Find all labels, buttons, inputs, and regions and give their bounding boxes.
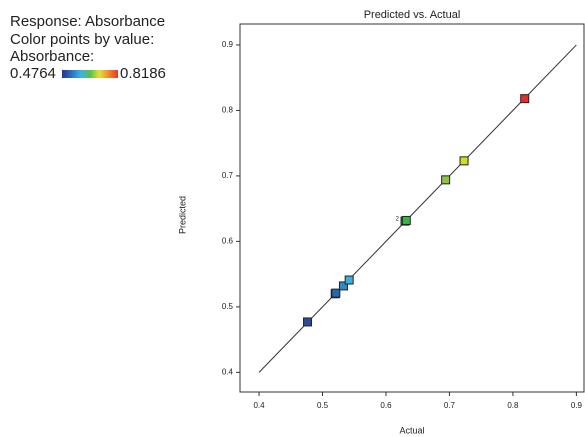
point [441,175,451,185]
y-tick-label: 0.7 [222,171,234,180]
annotation: 2 [396,217,400,223]
point [331,288,341,298]
x-tick-label: 0.4 [253,401,265,410]
legend-text: Absorbance: [10,48,94,65]
color-max-label: 0.8186 [120,65,166,82]
point [520,94,530,104]
x-tick-label: 0.9 [571,401,583,410]
point [401,215,411,225]
point [303,317,313,327]
y-tick-label: 0.9 [222,40,234,49]
x-axis-label: Actual [399,425,424,435]
y-tick-label: 0.4 [222,367,234,376]
color-min-label: 0.4764 [10,65,56,82]
plot-frame [239,23,585,393]
y-tick-label: 0.8 [222,106,234,115]
chart-title: Predicted vs. Actual [364,9,461,21]
x-tick-label: 0.7 [444,401,456,410]
color-bar [62,70,118,78]
legend-text: Response: Absorbance [10,13,165,30]
y-axis-label: Predicted [177,196,187,234]
y-tick-label: 0.5 [222,302,234,311]
point [344,275,354,285]
point [338,281,348,291]
y-tick-label: 0.6 [222,237,234,246]
legend-text: Color points by value: [10,31,154,48]
x-tick-label: 0.8 [507,401,519,410]
x-tick-label: 0.5 [317,401,329,410]
point [459,156,469,166]
x-tick-label: 0.6 [380,401,392,410]
